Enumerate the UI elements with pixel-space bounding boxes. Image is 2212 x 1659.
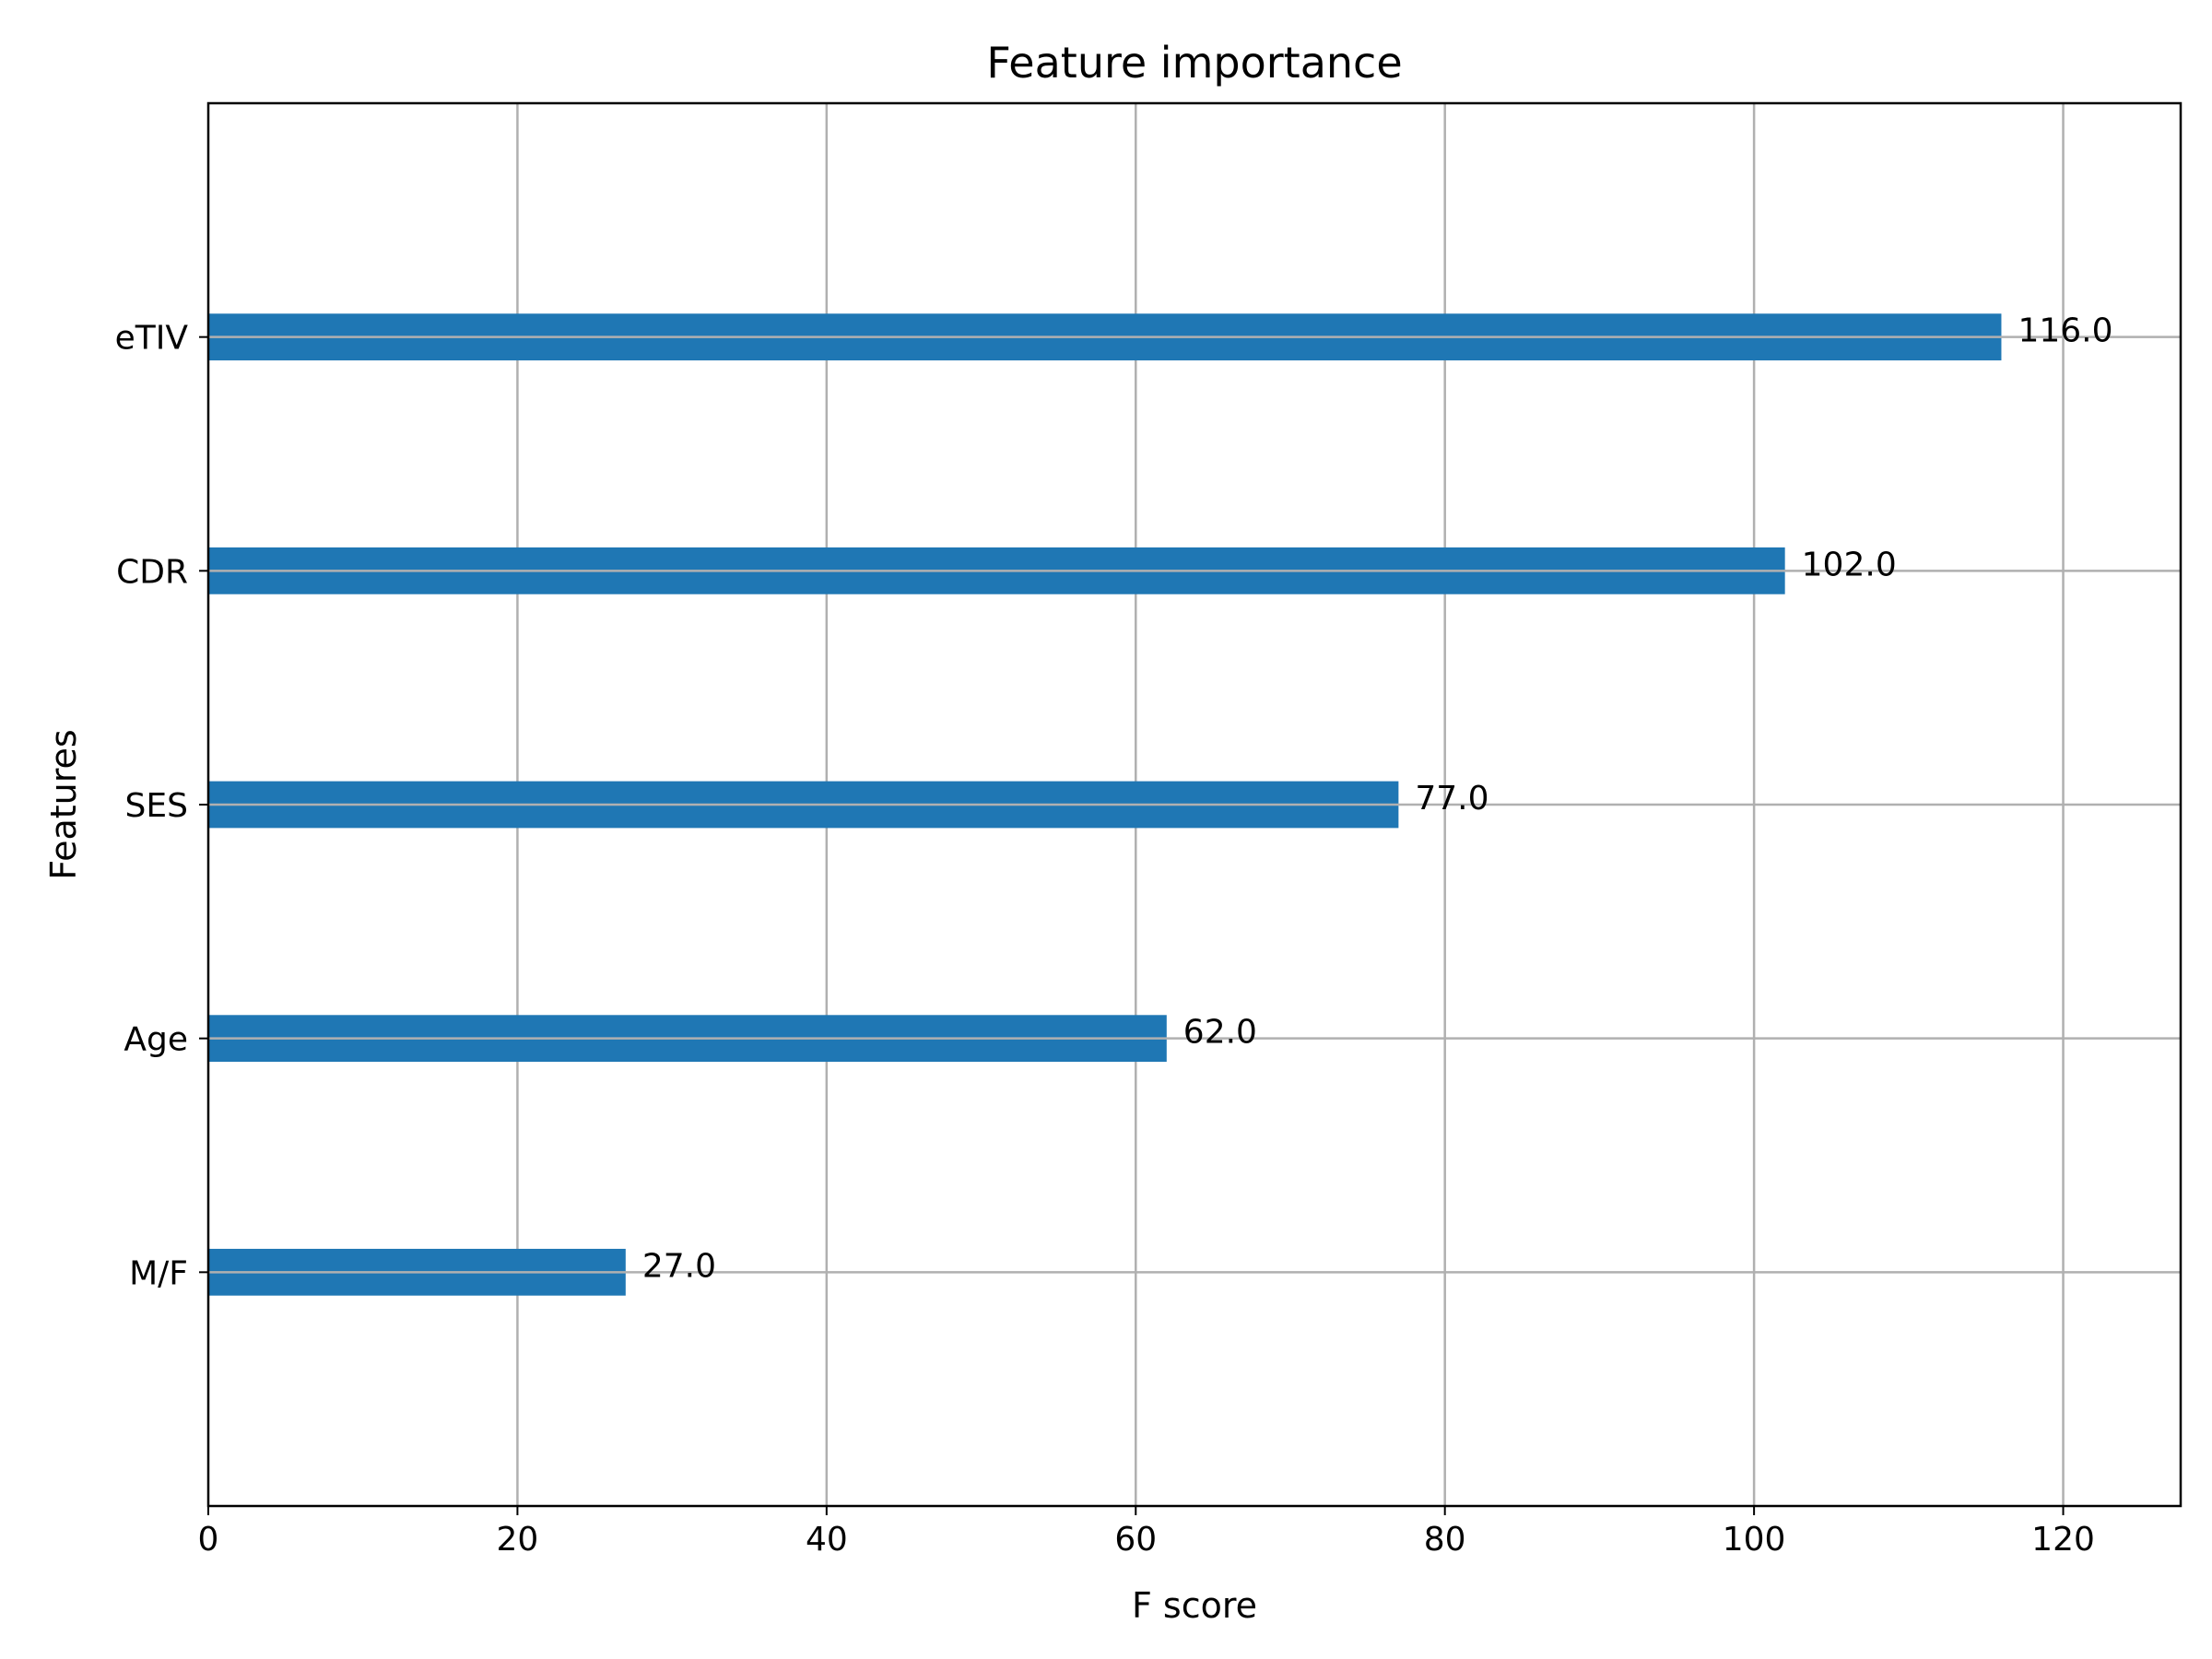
chart-title: Feature importance bbox=[986, 38, 1402, 88]
x-axis-ticks: 0 20 40 60 80 100 120 bbox=[198, 1506, 2095, 1559]
bar-value-label: 27.0 bbox=[642, 1247, 716, 1285]
y-axis-title: Features bbox=[43, 729, 84, 879]
y-tick-label: CDR bbox=[116, 553, 188, 591]
y-tick-label: eTIV bbox=[115, 320, 189, 358]
data-labels: 27.0 62.0 77.0 102.0 116.0 bbox=[642, 312, 2113, 1286]
y-axis-ticks: M/F Age SES CDR eTIV bbox=[115, 320, 208, 1292]
x-axis-title: F score bbox=[1132, 1585, 1257, 1626]
x-tick-label: 0 bbox=[198, 1521, 219, 1559]
x-tick-label: 60 bbox=[1114, 1521, 1157, 1559]
x-tick-label: 100 bbox=[1723, 1521, 1786, 1559]
bar-value-label: 102.0 bbox=[1802, 546, 1897, 583]
y-tick-label: SES bbox=[125, 787, 188, 825]
x-tick-label: 20 bbox=[497, 1521, 539, 1559]
bar-value-label: 62.0 bbox=[1183, 1014, 1257, 1052]
y-grid-layer bbox=[208, 335, 2181, 1274]
y-tick-label: Age bbox=[124, 1021, 188, 1059]
bar-value-label: 77.0 bbox=[1415, 780, 1488, 818]
x-tick-label: 40 bbox=[806, 1521, 848, 1559]
x-tick-label: 120 bbox=[2031, 1521, 2095, 1559]
y-tick-label: M/F bbox=[129, 1254, 188, 1292]
x-tick-label: 80 bbox=[1424, 1521, 1466, 1559]
bar-value-label: 116.0 bbox=[2018, 312, 2112, 350]
